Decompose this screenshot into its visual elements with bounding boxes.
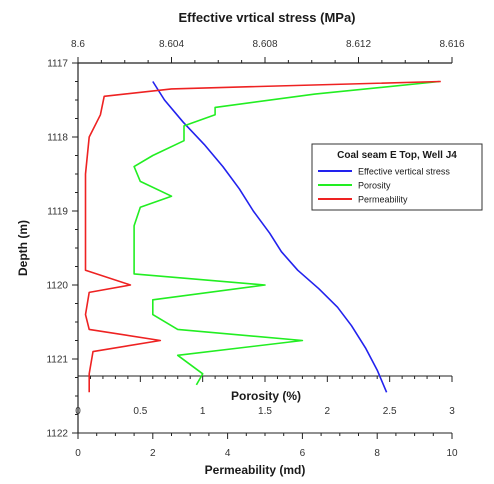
permeability-tick-label: 2 (150, 448, 156, 459)
stress-tick-label: 8.608 (252, 39, 277, 50)
legend-entry-label: Permeability (358, 195, 408, 205)
depth-tick-label: 1117 (47, 59, 68, 70)
stress-tick-label: 8.612 (346, 39, 371, 50)
porosity-axis-label: Porosity (%) (231, 389, 301, 403)
legend-entry-label: Porosity (358, 181, 391, 191)
porosity-tick-label: 1.5 (258, 406, 272, 417)
permeability-tick-label: 6 (300, 448, 306, 459)
porosity-tick-label: 2 (325, 406, 331, 417)
permeability-tick-label: 0 (75, 448, 81, 459)
depth-tick-label: 1120 (46, 281, 68, 292)
series-line-effective-vertical-stress (152, 81, 388, 393)
porosity-tick-label: 0 (75, 406, 81, 417)
permeability-axis-label: Permeability (md) (205, 463, 306, 477)
stress-tick-label: 8.616 (439, 39, 464, 50)
chart-title: Effective vrtical stress (MPa) (178, 10, 355, 25)
series-line-permeability (84, 80, 441, 393)
stress-tick-label: 8.6 (71, 39, 85, 50)
permeability-tick-label: 4 (225, 448, 231, 459)
porosity-tick-label: 2.5 (383, 406, 397, 417)
porosity-tick-label: 0.5 (133, 406, 147, 417)
y-axis-label: Depth (m) (16, 220, 30, 276)
depth-tick-label: 1121 (46, 355, 68, 366)
series-lines (84, 80, 441, 393)
permeability-tick-label: 8 (374, 448, 380, 459)
permeability-tick-label: 10 (446, 448, 458, 459)
axis-ticks: 1117 1118 1119 1120 1121 1122 8.6 8.604 8.608 8.6… (46, 39, 464, 459)
depth-tick-label: 1119 (47, 207, 68, 218)
depth-tick-label: 1118 (47, 133, 68, 144)
porosity-tick-label: 1 (200, 406, 206, 417)
stress-tick-label: 8.604 (159, 39, 184, 50)
depth-tick-label: 1122 (46, 429, 68, 440)
legend: Coal seam E Top, Well J4 Effective vertic… (311, 143, 483, 211)
porosity-tick-label: 3 (449, 406, 455, 417)
series-line-porosity (133, 80, 440, 386)
legend-title: Coal seam E Top, Well J4 (337, 150, 457, 161)
legend-entry-label: Effective vertical stress (358, 167, 450, 177)
